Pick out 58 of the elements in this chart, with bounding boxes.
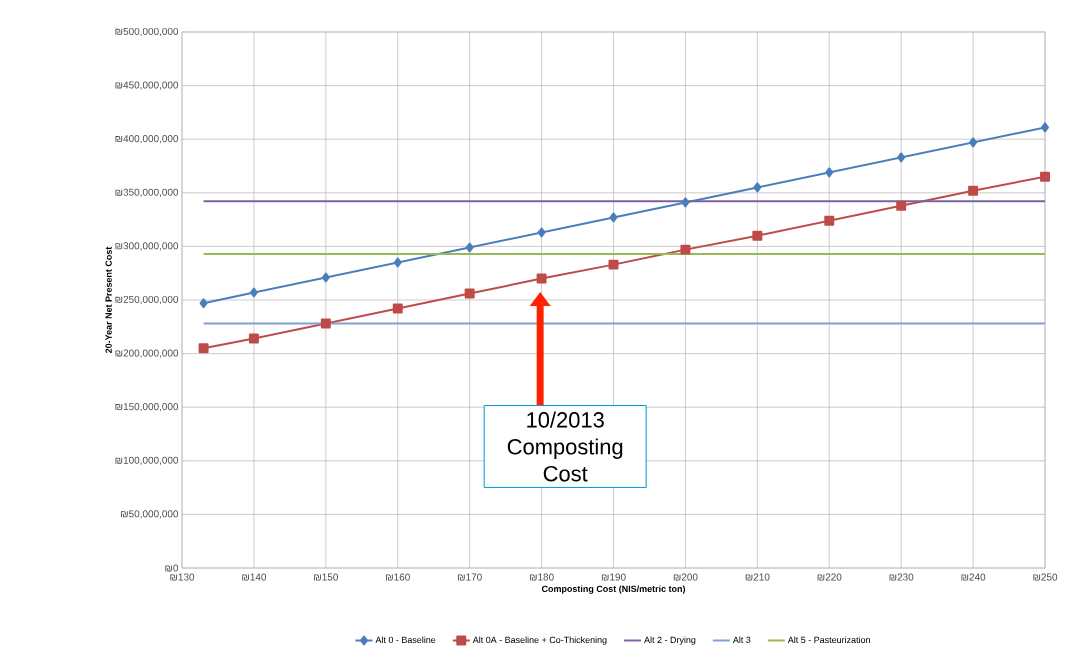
x-tick-label: ₪230 [889,573,914,581]
point [537,227,546,238]
y-tick-label: ₪50,000,000 [121,510,179,519]
point [968,185,979,196]
y-axis-title: 20-Year Net Present Cost [105,246,112,354]
point [464,288,475,299]
x-tick-label: ₪220 [817,573,842,581]
legend-label: Alt 2 - Drying [644,636,696,645]
y-tick-label: ₪400,000,000 [115,135,179,144]
x-tick-label: ₪240 [961,573,986,581]
point [752,230,763,241]
point [392,303,403,314]
point [248,333,259,344]
point [896,200,907,211]
x-tick-label: ₪150 [314,573,338,581]
point [1041,122,1049,133]
y-tick-label: ₪150,000,000 [115,403,179,412]
x-tick-label: ₪200 [673,573,698,581]
y-tick-label: ₪450,000,000 [115,81,179,90]
point [680,244,691,255]
point [1040,171,1050,182]
x-tick-label: ₪170 [458,573,482,581]
x-tick-label: ₪190 [601,573,626,581]
y-tick-label: ₪250,000,000 [115,295,179,305]
x-tick-label: ₪250 [1033,573,1058,581]
legend-label: Alt 5 - Pasteurization [787,636,870,644]
x-tick-label: ₪130 [170,573,195,581]
point [199,298,208,309]
y-tick-label: ₪100,000,000 [115,456,179,465]
x-tick-label: ₪140 [242,573,267,581]
y-tick-label: ₪300,000,000 [115,242,179,251]
point [681,197,690,208]
point [608,259,619,270]
point [321,272,330,283]
y-tick-label: ₪500,000,000 [115,27,179,37]
x-tick-label: ₪180 [529,573,554,581]
legend-label: Alt 0A - Baseline + Co-Thickening [472,636,607,645]
point [825,167,834,178]
legend-label: Alt 0 - Baseline [375,636,436,644]
point [536,273,547,284]
point [249,287,258,298]
x-tick-label: ₪210 [745,573,770,581]
point [897,152,906,163]
y-tick-label: ₪0 [165,564,179,572]
y-tick-label: ₪350,000,000 [115,188,179,197]
point [753,182,762,193]
point [198,343,209,354]
legend-label: Alt 3 [732,636,751,644]
point [320,318,331,329]
point [609,212,618,223]
annotation: 10/2013 Composting Cost [507,411,623,482]
point [969,137,978,148]
x-tick-label: ₪160 [386,573,410,581]
point [824,215,835,226]
point [393,257,402,268]
point [465,242,474,253]
x-axis-title: Composting Cost (NIS/metric ton) [541,585,686,594]
y-tick-label: ₪200,000,000 [115,349,179,358]
